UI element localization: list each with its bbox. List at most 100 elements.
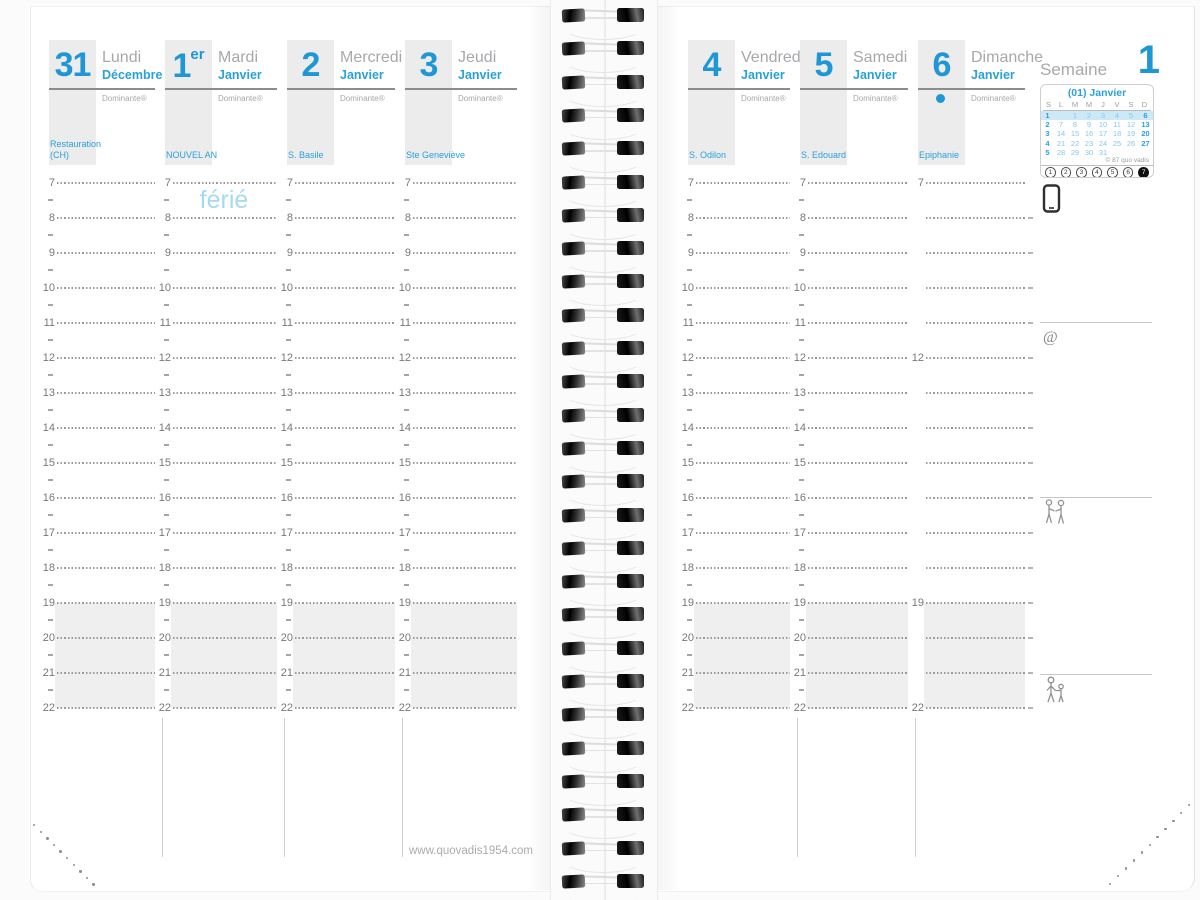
hour-label: 17	[793, 527, 806, 539]
hour-label: 17	[280, 527, 293, 539]
hour-line	[808, 287, 908, 289]
hour-line	[926, 252, 1025, 254]
spiral-wire-arc	[564, 849, 642, 873]
hour-label: 13	[42, 387, 55, 399]
hour-line	[413, 357, 517, 359]
hour-tick	[1028, 637, 1033, 639]
hour-label: 22	[793, 702, 806, 714]
mini-calendar-week-row: 2 7 8 9 10 11 12 13	[1041, 120, 1153, 129]
perforation-dot	[1132, 859, 1136, 862]
half-hour-mark	[48, 549, 53, 551]
spiral-clip-right	[617, 341, 644, 355]
hour-line	[57, 567, 155, 569]
day-column-jeudi: 3 Jeudi Janvier Dominante® Ste Geneviève 7 8 9 1…	[396, 0, 517, 900]
half-hour-mark	[48, 444, 53, 446]
spiral-clip-right	[617, 840, 644, 855]
day-month: Janvier	[218, 68, 262, 82]
day-cell	[1138, 148, 1153, 157]
half-hour-mark	[687, 514, 692, 516]
hour-line	[295, 637, 395, 639]
perforation-dot	[1164, 827, 1167, 831]
ferie-label: férié	[199, 186, 249, 214]
hour-line	[295, 287, 395, 289]
spiral-clip-left	[561, 874, 586, 889]
hour-line	[808, 602, 908, 604]
hour-line	[295, 707, 395, 709]
hour-line	[808, 427, 908, 429]
day-cell: 23	[1084, 138, 1094, 148]
hour-tick	[1028, 392, 1033, 394]
spiral-clip-right	[617, 174, 644, 189]
hour-label: 19	[398, 597, 411, 609]
hour-row: 17	[791, 525, 908, 541]
hour-label: 17	[42, 527, 55, 539]
hour-label: 19	[280, 597, 293, 609]
spiral-loop	[548, 6, 660, 40]
hour-row: 11	[679, 315, 790, 331]
day-cell: 18	[1112, 129, 1122, 139]
spiral-wire	[583, 542, 621, 545]
spiral-wire	[584, 516, 620, 518]
mini-calendar-week-row: 3 14 15 16 17 18 19 20	[1041, 129, 1153, 138]
half-hour-mark	[286, 374, 291, 376]
hour-label: 15	[42, 457, 55, 469]
hour-label: 12	[911, 352, 924, 364]
hour-row: 7	[40, 175, 155, 191]
half-hour-mark	[286, 584, 291, 586]
hour-label: 7	[286, 177, 293, 189]
hour-row	[909, 245, 1025, 261]
hour-line	[696, 252, 790, 254]
half-hour-mark	[687, 304, 692, 306]
hour-tick	[1028, 672, 1033, 674]
spiral-loop	[548, 239, 660, 274]
hour-row: 21	[679, 665, 790, 681]
hour-line	[413, 287, 517, 289]
hour-row: 20	[396, 630, 517, 646]
half-hour-mark	[404, 514, 409, 516]
spiral-wire	[583, 875, 621, 878]
perforation-dot	[1188, 804, 1191, 807]
hour-line	[696, 357, 790, 359]
hour-row	[909, 560, 1025, 576]
perforation-dot	[1116, 875, 1120, 878]
day-column-vendredi: 4 Vendredi Janvier Dominante® S. Odilon 7 8 9 10…	[679, 0, 804, 900]
hour-tick	[1028, 602, 1033, 604]
hour-row: 20	[791, 630, 908, 646]
hour-line	[57, 217, 155, 219]
day-number: 3	[419, 46, 439, 84]
hour-row: 19	[396, 595, 517, 611]
spiral-clip-right	[617, 440, 644, 455]
hour-row: 13	[679, 385, 790, 401]
hour-tick	[1028, 707, 1033, 709]
hour-line	[57, 392, 155, 394]
spiral-clip-left	[561, 274, 586, 289]
hour-label: 14	[158, 422, 171, 434]
spiral-loop	[548, 173, 660, 207]
hour-row	[909, 280, 1025, 296]
spiral-wire	[583, 408, 621, 412]
hour-line	[926, 357, 1025, 359]
spiral-wire-arc	[564, 582, 642, 607]
hour-row: 7	[396, 175, 517, 191]
hour-label: 14	[681, 422, 694, 434]
spiral-wire-arc	[564, 249, 642, 274]
hour-row: 19	[40, 595, 155, 611]
hour-label: 16	[280, 492, 293, 504]
spiral-clip-left	[561, 174, 586, 190]
hour-label: 8	[687, 212, 694, 224]
hour-line	[696, 532, 790, 534]
half-hour-mark	[687, 199, 692, 201]
hour-label: 22	[911, 702, 924, 714]
day-cell: 19	[1126, 129, 1136, 139]
hour-line	[173, 357, 277, 359]
hour-line	[57, 287, 155, 289]
hour-label: 10	[42, 282, 55, 294]
header-rule	[918, 88, 1025, 90]
perforation-dot	[52, 843, 56, 847]
hour-line	[413, 672, 517, 674]
day-name: Mercredi	[340, 49, 403, 66]
hour-label: 10	[681, 282, 694, 294]
spiral-wire	[584, 416, 620, 419]
hour-row: 12	[278, 350, 395, 366]
